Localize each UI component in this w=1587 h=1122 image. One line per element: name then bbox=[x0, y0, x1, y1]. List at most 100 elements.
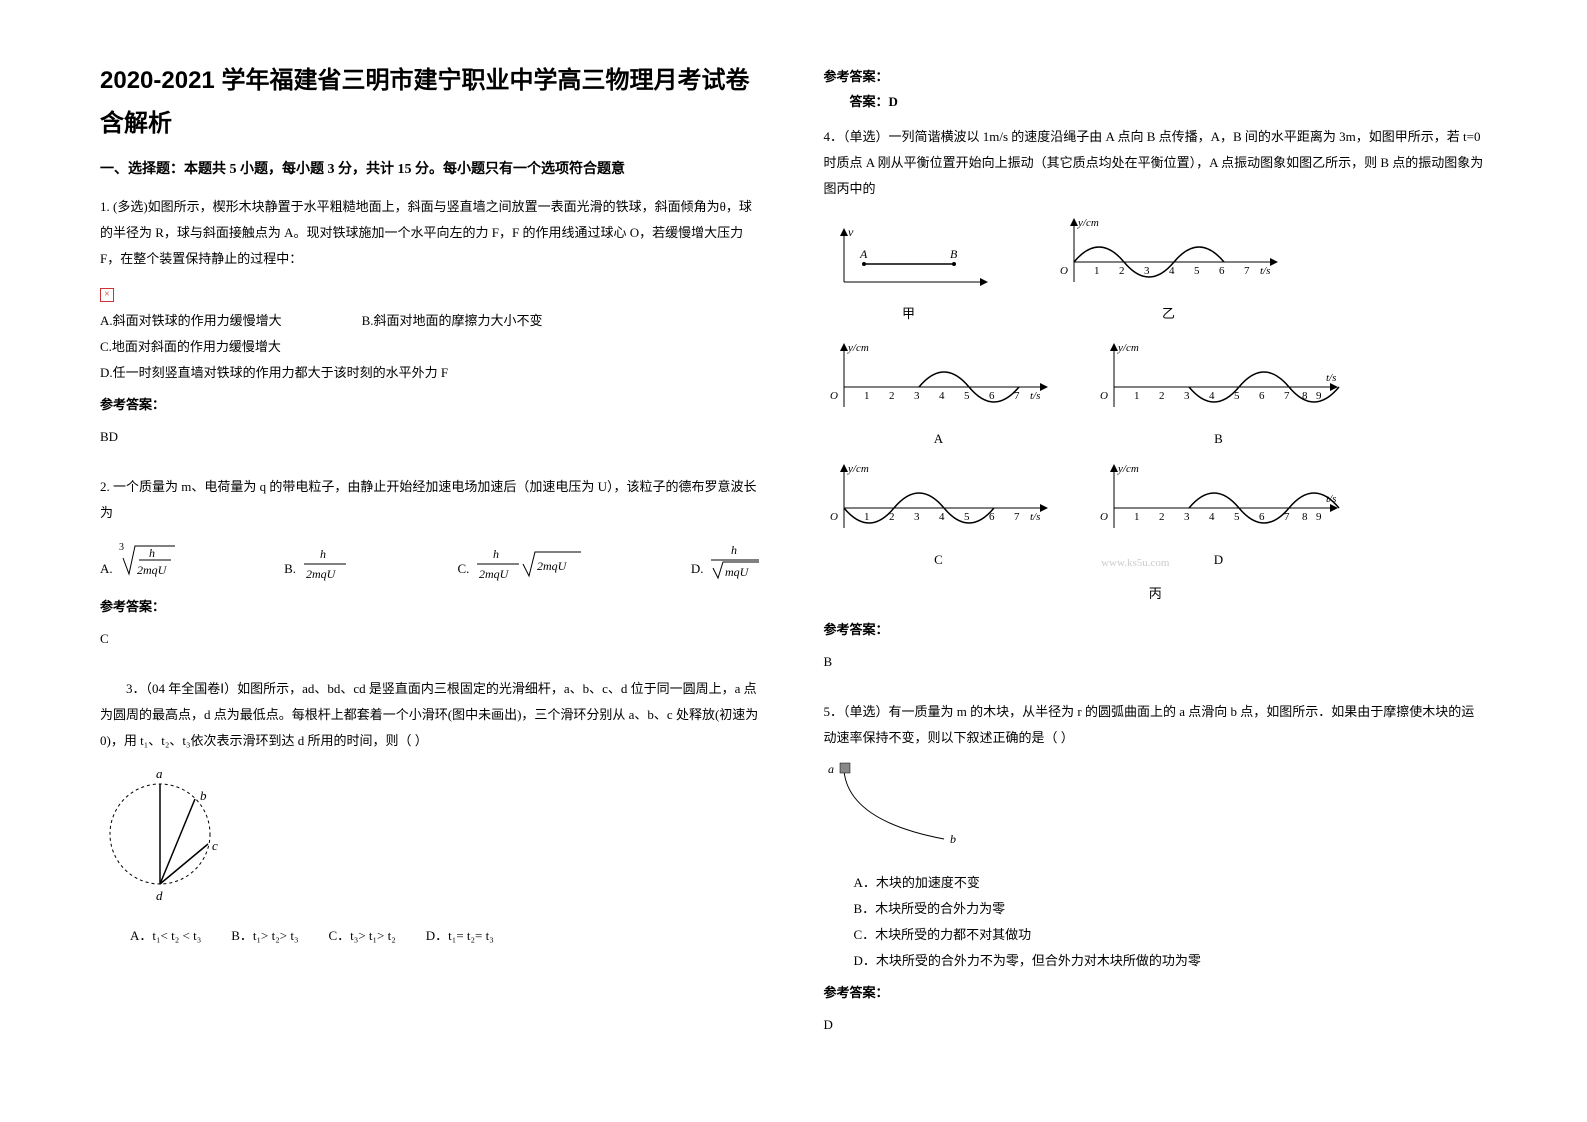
q5-answer-label: 参考答案： bbox=[824, 980, 1488, 1006]
svg-text:8: 8 bbox=[1302, 390, 1308, 402]
q4-jia-svg: A B v bbox=[824, 222, 994, 292]
q1-answer-label: 参考答案： bbox=[100, 392, 764, 418]
question-1: 1. (多选)如图所示，楔形木块静置于水平粗糙地面上，斜面与竖直墙之间放置一表面… bbox=[100, 194, 764, 464]
formula-a-svg: 3 h 2mqU bbox=[117, 538, 177, 582]
svg-text:d: d bbox=[156, 888, 163, 903]
svg-text:O: O bbox=[830, 511, 838, 523]
q3-opt-b: B．t₁> t₂> t₃ bbox=[231, 923, 298, 949]
svg-text:1: 1 bbox=[864, 390, 870, 402]
broken-image-icon: × bbox=[100, 288, 114, 302]
q4-label-yi: 乙 bbox=[1054, 301, 1284, 327]
svg-text:t/s: t/s bbox=[1260, 265, 1270, 277]
formula-d-svg: h mqU bbox=[707, 542, 763, 582]
q3-diagram: a b c d bbox=[100, 764, 764, 913]
svg-text:6: 6 bbox=[989, 390, 995, 402]
svg-text:h: h bbox=[320, 547, 326, 561]
svg-text:3: 3 bbox=[1184, 511, 1190, 523]
svg-text:O: O bbox=[1100, 511, 1108, 523]
svg-text:5: 5 bbox=[964, 390, 970, 402]
svg-text:y/cm: y/cm bbox=[1117, 463, 1139, 475]
q3-opt-a: A．t₁< t₂ < t₃ bbox=[130, 923, 201, 949]
q4-label-bing: 丙 bbox=[824, 581, 1488, 607]
q5-opt-c: C．木块所受的力都不对其做功 bbox=[854, 922, 1488, 948]
svg-text:4: 4 bbox=[1209, 390, 1215, 402]
svg-text:y/cm: y/cm bbox=[1077, 217, 1099, 229]
question-5: 5．（单选）有一质量为 m 的木块，从半径为 r 的圆弧曲面上的 a 点滑向 b… bbox=[824, 699, 1488, 1052]
svg-text:3: 3 bbox=[119, 542, 124, 553]
svg-text:4: 4 bbox=[1209, 511, 1215, 523]
q4-diagrams: A B v 甲 O 1 2 bbox=[824, 212, 1488, 607]
svg-text:O: O bbox=[830, 390, 838, 402]
svg-text:3: 3 bbox=[914, 390, 920, 402]
question-3: 3．（04 年全国卷Ⅰ）如图所示，ad、bd、cd 是竖直面内三根固定的光滑细杆… bbox=[100, 676, 764, 949]
question-2: 2. 一个质量为 m、电荷量为 q 的带电粒子，由静止开始经加速电场加速后（加速… bbox=[100, 474, 764, 666]
q2-opt-a-label: A. bbox=[100, 556, 113, 582]
svg-text:b: b bbox=[950, 832, 956, 846]
exam-subtitle: 含解析 bbox=[100, 103, 764, 138]
svg-text:a: a bbox=[828, 762, 834, 776]
q2-opt-d-label: D. bbox=[691, 556, 704, 582]
q4-c-svg: O 1 2 3 4 5 6 7 y/cm t/s bbox=[824, 458, 1054, 538]
q2-opt-d: D. h mqU bbox=[691, 542, 764, 582]
q2-opt-b-label: B. bbox=[284, 556, 296, 582]
svg-text:c: c bbox=[212, 838, 218, 853]
svg-text:6: 6 bbox=[989, 511, 995, 523]
q2-answer: C bbox=[100, 626, 764, 652]
svg-text:6: 6 bbox=[1219, 265, 1225, 277]
q3-opt-d: D．t₁= t₂= t₃ bbox=[426, 923, 494, 949]
svg-text:h: h bbox=[149, 546, 155, 560]
q4-label-c: C bbox=[824, 547, 1054, 573]
svg-text:3: 3 bbox=[1144, 265, 1150, 277]
svg-text:1: 1 bbox=[1094, 265, 1100, 277]
svg-text:2: 2 bbox=[1119, 265, 1125, 277]
q1-body: 1. (多选)如图所示，楔形木块静置于水平粗糙地面上，斜面与竖直墙之间放置一表面… bbox=[100, 194, 764, 272]
svg-text:1: 1 bbox=[864, 511, 870, 523]
svg-text:5: 5 bbox=[1194, 265, 1200, 277]
svg-text:4: 4 bbox=[939, 511, 945, 523]
svg-text:B: B bbox=[950, 247, 958, 261]
q4-d-svg: O 1 2 3 4 5 6 7 8 9 y/cm t/s bbox=[1094, 458, 1344, 538]
question-4: 4．（单选）一列简谐横波以 1m/s 的速度沿绳子由 A 点向 B 点传播，A，… bbox=[824, 124, 1488, 689]
q2-body: 2. 一个质量为 m、电荷量为 q 的带电粒子，由静止开始经加速电场加速后（加速… bbox=[100, 474, 764, 526]
q2-opt-c: C. h 2mqU 2mqU bbox=[457, 546, 583, 582]
q2-opt-b: B. h 2mqU bbox=[284, 546, 350, 582]
q2-formula-options: A. 3 h 2mqU B. h 2mqU C. bbox=[100, 538, 764, 582]
svg-text:9: 9 bbox=[1316, 511, 1322, 523]
q4-a-svg: O 1 2 3 4 5 6 7 y/cm t/s bbox=[824, 337, 1054, 417]
svg-text:7: 7 bbox=[1284, 511, 1290, 523]
svg-text:3: 3 bbox=[1184, 390, 1190, 402]
svg-text:6: 6 bbox=[1259, 390, 1265, 402]
svg-text:2: 2 bbox=[1159, 390, 1165, 402]
svg-text:a: a bbox=[156, 766, 163, 781]
svg-text:O: O bbox=[1100, 390, 1108, 402]
svg-text:7: 7 bbox=[1014, 390, 1020, 402]
svg-text:4: 4 bbox=[939, 390, 945, 402]
svg-text:mqU: mqU bbox=[725, 565, 750, 579]
q5-opt-b: B．木块所受的合外力为零 bbox=[854, 896, 1488, 922]
q4-label-b: B bbox=[1094, 426, 1344, 452]
svg-text:7: 7 bbox=[1244, 265, 1250, 277]
svg-text:y/cm: y/cm bbox=[1117, 342, 1139, 354]
section-1-header: 一、选择题：本题共 5 小题，每小题 3 分，共计 15 分。每小题只有一个选项… bbox=[100, 158, 764, 178]
svg-text:6: 6 bbox=[1259, 511, 1265, 523]
q4-graph-a: O 1 2 3 4 5 6 7 y/cm t/s A bbox=[824, 337, 1054, 452]
q2-answer-label: 参考答案： bbox=[100, 594, 764, 620]
q4-label-jia: 甲 bbox=[824, 301, 994, 327]
svg-text:v: v bbox=[848, 225, 854, 239]
svg-text:2mqU: 2mqU bbox=[479, 567, 510, 581]
svg-text:A: A bbox=[859, 247, 868, 261]
svg-text:2: 2 bbox=[1159, 511, 1165, 523]
svg-text:2: 2 bbox=[889, 511, 895, 523]
svg-text:5: 5 bbox=[964, 511, 970, 523]
formula-c-svg: h 2mqU 2mqU bbox=[473, 546, 583, 582]
q5-opt-d: D．木块所受的合外力不为零，但合外力对木块所做的功为零 bbox=[854, 948, 1488, 974]
svg-text:t/s: t/s bbox=[1326, 493, 1336, 505]
svg-text:7: 7 bbox=[1014, 511, 1020, 523]
q5-answer: D bbox=[824, 1012, 1488, 1038]
q3-answer: 答案：D bbox=[824, 91, 1488, 110]
svg-text:h: h bbox=[493, 547, 499, 561]
q4-yi-svg: O 1 2 3 4 5 6 7 y/cm t/s bbox=[1054, 212, 1284, 292]
svg-text:y/cm: y/cm bbox=[847, 342, 869, 354]
svg-text:9: 9 bbox=[1316, 390, 1322, 402]
q4-body: 4．（单选）一列简谐横波以 1m/s 的速度沿绳子由 A 点向 B 点传播，A，… bbox=[824, 124, 1488, 202]
